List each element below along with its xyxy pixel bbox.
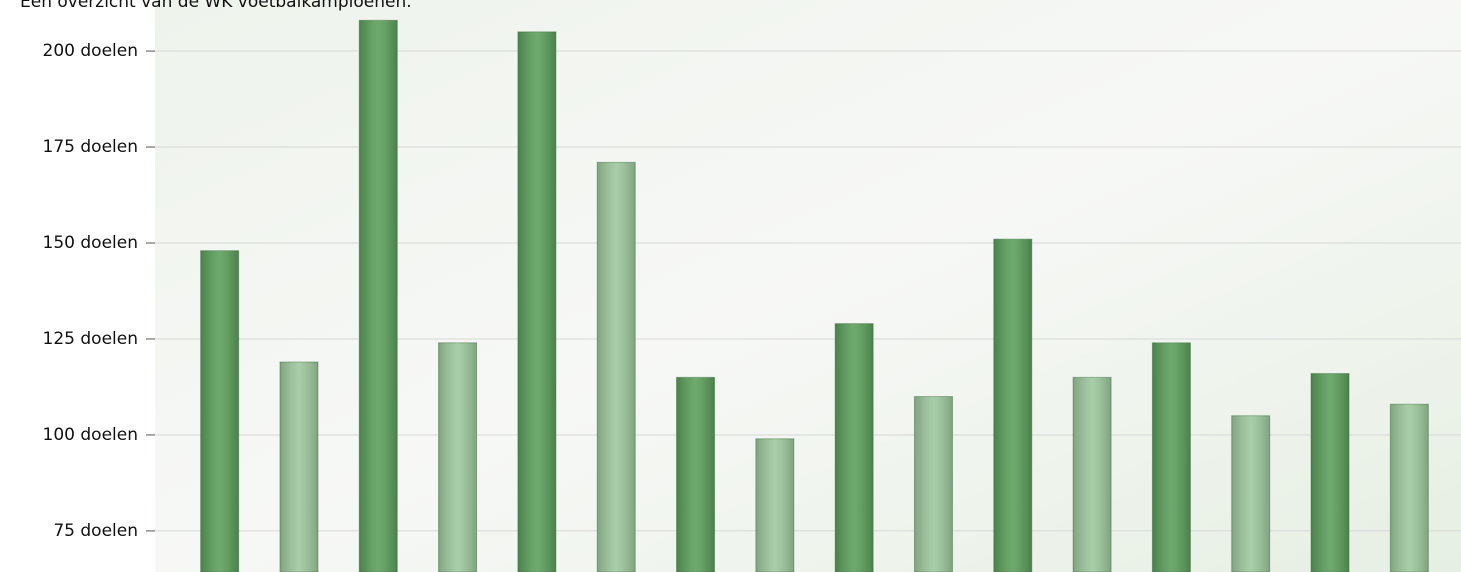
- y-tick-label: 125 doelen: [43, 329, 138, 349]
- bar-shade: [1311, 374, 1349, 572]
- bar-shade: [756, 439, 794, 572]
- bar-shade: [1390, 404, 1428, 572]
- y-tick-label: 150 doelen: [43, 233, 138, 253]
- bar-shade: [677, 377, 715, 572]
- y-tick-label: 75 doelen: [53, 521, 138, 541]
- bar-shade: [994, 239, 1032, 572]
- bar-shade: [518, 32, 556, 572]
- bar-shade: [1152, 343, 1190, 572]
- chart: Een overzicht van de WK voetbalkampioene…: [0, 0, 1461, 572]
- page: {"chart_data": {"type": "bar", "title": …: [0, 0, 1461, 572]
- bar-shade: [1232, 416, 1270, 572]
- bar-shade: [1073, 377, 1111, 572]
- y-tick-label: 200 doelen: [43, 41, 138, 61]
- bar-shade: [835, 324, 873, 572]
- bar-shade: [280, 362, 318, 572]
- bar-shade: [359, 20, 397, 572]
- bar-shade: [439, 343, 477, 572]
- bar-shade: [201, 251, 239, 572]
- y-tick-label: 100 doelen: [43, 425, 138, 445]
- chart-title: Een overzicht van de WK voetbalkampioene…: [20, 0, 412, 12]
- bar-shade: [914, 397, 952, 572]
- bar-shade: [597, 162, 635, 572]
- y-tick-label: 175 doelen: [43, 137, 138, 157]
